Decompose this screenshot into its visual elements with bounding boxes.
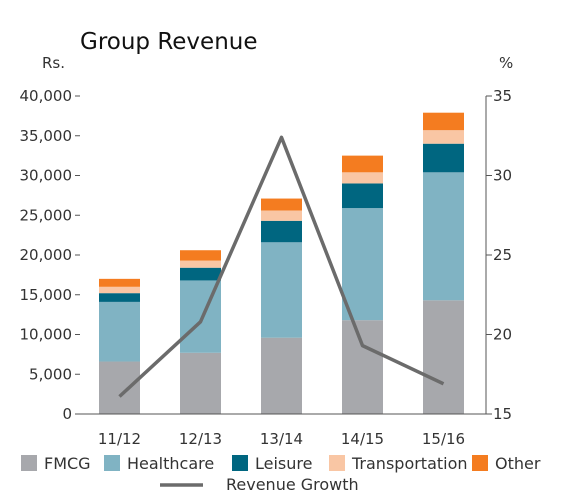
y-tick-label: 25,000: [20, 206, 73, 224]
y2-tick-label: 35: [493, 87, 512, 105]
bar-segment-healthcare: [342, 208, 383, 321]
bar-segment-fmcg: [342, 320, 383, 414]
bar-segment-transportation: [423, 130, 464, 144]
bar-segment-transportation: [261, 210, 302, 221]
bar-segment-healthcare: [261, 242, 302, 338]
left-axis-unit: Rs.: [42, 54, 65, 72]
y2-tick-label: 25: [493, 246, 512, 264]
y-tick-label: 20,000: [20, 246, 73, 264]
chart-title: Group Revenue: [80, 29, 258, 55]
bar-segment-other: [261, 198, 302, 211]
legend-swatch-transportation: [329, 455, 345, 471]
bar-segment-fmcg: [423, 300, 464, 414]
y-tick-label: 10,000: [20, 326, 73, 344]
y-tick-label: 5,000: [29, 365, 72, 383]
revenue-growth-polyline: [118, 135, 445, 398]
legend-label: Other: [495, 454, 541, 473]
legend-label: Revenue Growth: [226, 475, 359, 494]
bar-segment-leisure: [423, 143, 464, 173]
right-axis-ticks: 15 20 25 30 35: [486, 87, 512, 423]
legend-swatch-other: [472, 455, 488, 471]
category-label: 11/12: [98, 430, 141, 448]
bar-segment-fmcg: [261, 337, 302, 414]
bar-segment-leisure: [180, 267, 221, 281]
bar-segment-other: [342, 155, 383, 173]
legend-swatch-leisure: [232, 455, 248, 471]
y2-tick-label: 20: [493, 326, 512, 344]
left-axis-ticks: 0 5,000 10,000 15,000 20,000 25,000 30,000 35,0…: [20, 87, 80, 423]
legend-label: FMCG: [44, 454, 91, 473]
revenue-growth-line: [118, 135, 445, 398]
category-label: 13/14: [260, 430, 303, 448]
legend-label: Leisure: [255, 454, 312, 473]
bar-segment-fmcg: [99, 361, 140, 414]
y2-tick-label: 15: [493, 405, 512, 423]
stacked-bars: [99, 112, 464, 414]
y-tick-label: 30,000: [20, 167, 73, 185]
legend-label: Healthcare: [127, 454, 214, 473]
legend-label: Transportation: [351, 454, 468, 473]
right-axis-unit: %: [499, 54, 513, 72]
bar-segment-transportation: [342, 172, 383, 184]
bar-segment-fmcg: [180, 352, 221, 414]
y-tick-label: 35,000: [20, 127, 73, 145]
bar-segment-leisure: [342, 183, 383, 209]
category-labels: 11/12 12/13 13/14 14/15 15/16: [98, 430, 465, 448]
y-tick-label: 15,000: [20, 286, 73, 304]
bar-segment-leisure: [261, 220, 302, 243]
legend-swatch-fmcg: [21, 455, 37, 471]
y-tick-label: 40,000: [20, 87, 73, 105]
bar-segment-other: [423, 112, 464, 131]
bar-segment-transportation: [99, 286, 140, 294]
category-label: 12/13: [179, 430, 222, 448]
category-label: 15/16: [422, 430, 465, 448]
legend: FMCG Healthcare Leisure Transportation Other…: [21, 454, 541, 494]
bar-segment-other: [180, 250, 221, 261]
bar-segment-leisure: [99, 293, 140, 302]
bar-segment-healthcare: [423, 172, 464, 301]
legend-swatch-healthcare: [104, 455, 120, 471]
bar-segment-transportation: [180, 260, 221, 268]
bar-segment-other: [99, 278, 140, 287]
bar-segment-healthcare: [99, 301, 140, 362]
y-tick-label: 0: [62, 405, 72, 423]
category-label: 14/15: [341, 430, 384, 448]
y2-tick-label: 30: [493, 167, 512, 185]
